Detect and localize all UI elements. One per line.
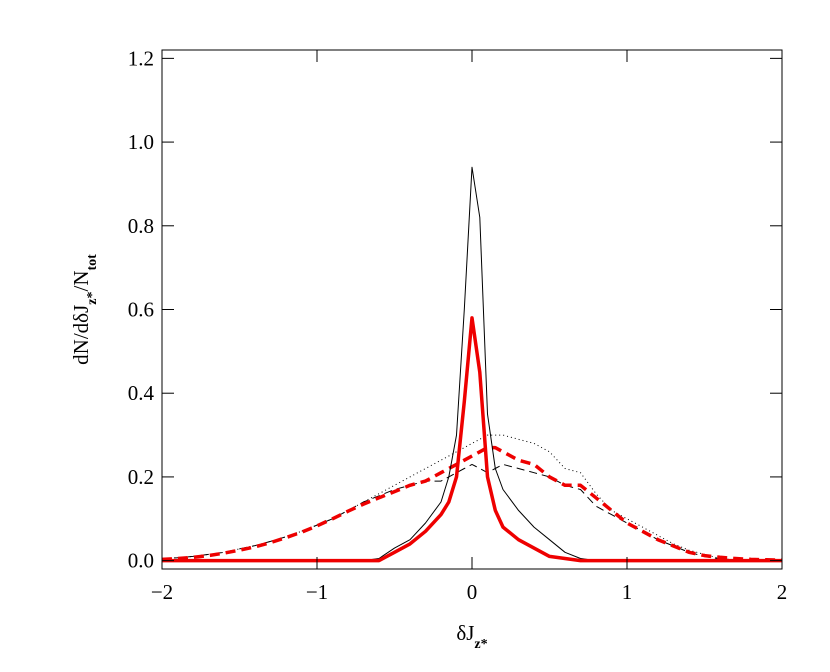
y-tick-label: 0.4	[128, 381, 155, 405]
series-line	[162, 166, 782, 562]
series-line	[161, 463, 782, 562]
y-axis-label-part: z*	[85, 292, 100, 305]
x-tick-label: −1	[306, 580, 328, 604]
y-tick-label: 1.2	[128, 46, 154, 70]
y-axis-label: dN/dδJz*/Ntot	[69, 254, 100, 365]
x-axis-label: δJz*	[456, 621, 487, 652]
y-tick-label: 0.0	[128, 549, 154, 573]
x-tick-label: 2	[777, 580, 788, 604]
series-line	[162, 316, 782, 563]
x-tick-label: −2	[151, 580, 173, 604]
series-line	[161, 445, 783, 562]
x-axis-label-part: δJ	[456, 621, 474, 645]
y-tick-label: 1.0	[128, 130, 154, 154]
y-axis-label-part: dN/dδJ	[69, 305, 93, 365]
y-tick-label: 0.6	[128, 298, 154, 322]
plot-frame	[161, 49, 783, 570]
series-line	[161, 434, 782, 562]
plot	[161, 166, 783, 563]
y-axis-label-part: tot	[85, 254, 100, 271]
y-axis-label-part: /N	[69, 271, 93, 292]
y-tick-label: 0.2	[128, 465, 154, 489]
x-tick-label: 0	[467, 580, 478, 604]
x-tick-label: 1	[622, 580, 633, 604]
y-tick-label: 0.8	[128, 214, 154, 238]
x-axis-label-part: z*	[474, 637, 487, 652]
